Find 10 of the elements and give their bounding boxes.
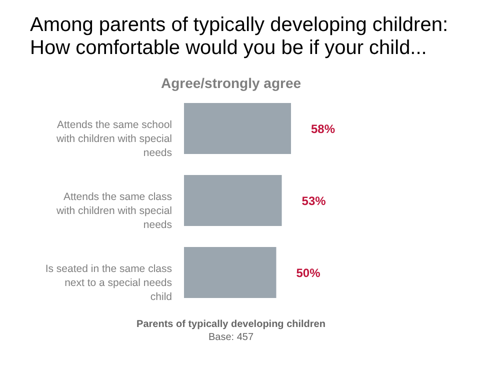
data-label: 50%	[296, 266, 321, 280]
data-label: 58%	[311, 122, 336, 136]
data-label: 53%	[302, 194, 326, 208]
y-tick-label: Attends the same class with children with special needs	[55, 191, 172, 231]
chart-subtitle: Agree/strongly agree	[160, 75, 302, 91]
x-axis-title: Parents of typically developing children	[136, 319, 326, 330]
chart-title: Among parents of typically developing children: How comfortable would you be if your child...	[30, 14, 448, 60]
y-tick-label: Attends the same school with children with special needs	[55, 119, 172, 159]
y-tick-label: Is seated in the same class next to a special needs child	[45, 263, 172, 303]
text: Base: 457	[207, 332, 255, 343]
